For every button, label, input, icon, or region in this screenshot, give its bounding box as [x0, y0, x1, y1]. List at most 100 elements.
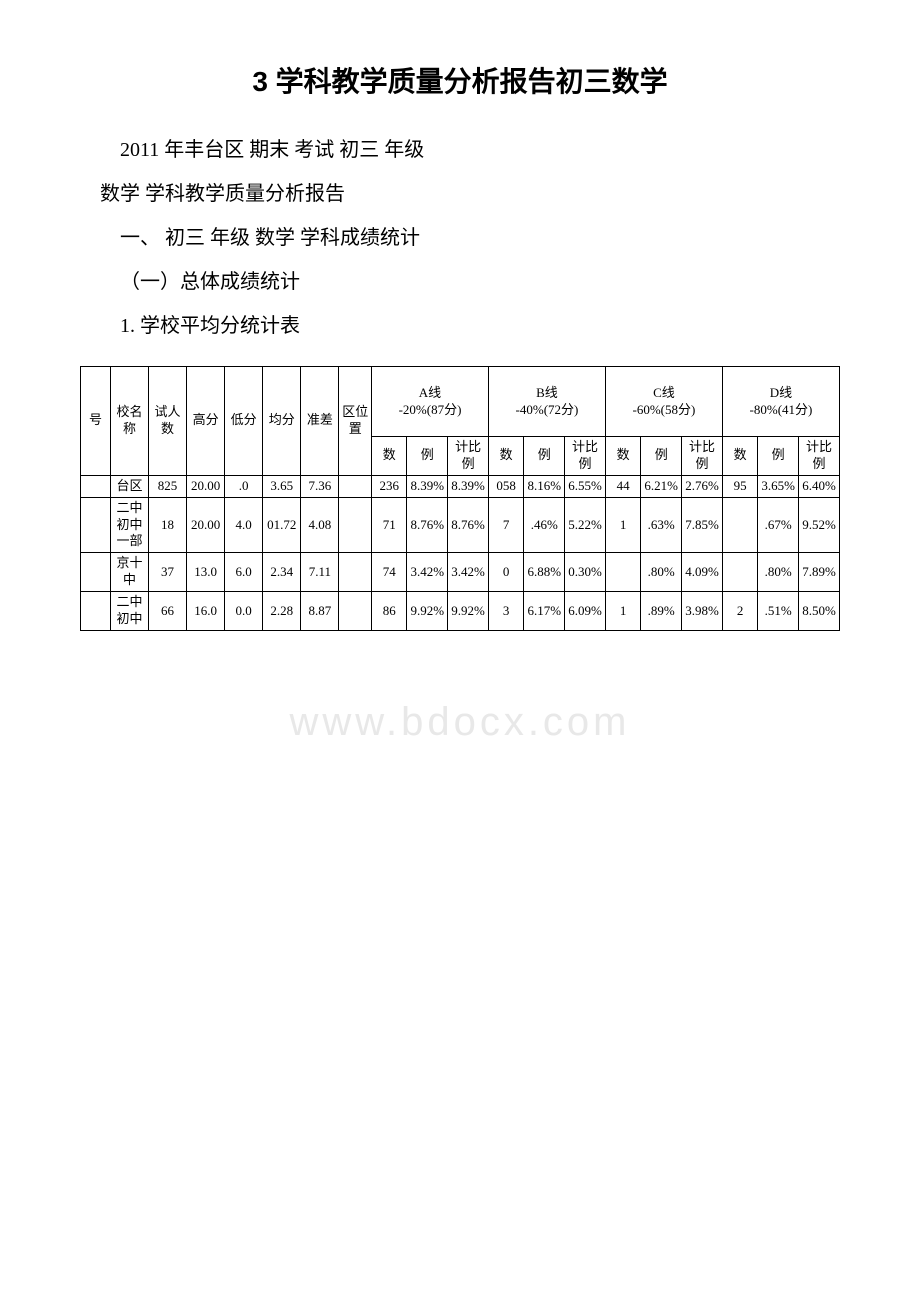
cell-avg: 01.72	[263, 497, 301, 553]
body-line-1: 2011 年丰台区 期末 考试 初三 年级	[80, 130, 840, 170]
cell-rank	[339, 553, 372, 592]
cell-b-cp: 6.09%	[565, 592, 606, 631]
cell-d-cp: 9.52%	[799, 497, 840, 553]
cell-low: .0	[225, 475, 263, 497]
cell-a-p: 8.76%	[407, 497, 448, 553]
cell-a-cp: 8.39%	[448, 475, 489, 497]
header-d-ratio: 例	[758, 437, 799, 476]
cell-b-n: 0	[488, 553, 523, 592]
cell-name: 京十中	[110, 553, 148, 592]
cell-std: 8.87	[301, 592, 339, 631]
cell-b-p: 6.88%	[524, 553, 565, 592]
cell-high: 13.0	[187, 553, 225, 592]
cell-a-n: 74	[372, 553, 407, 592]
cell-avg: 2.34	[263, 553, 301, 592]
cell-c-n: 1	[605, 497, 640, 553]
cell-name: 二中初中	[110, 592, 148, 631]
line-d-sub: -80%(41分)	[750, 402, 813, 417]
header-c-count: 数	[605, 437, 640, 476]
cell-b-n: 7	[488, 497, 523, 553]
header-a-ratio: 例	[407, 437, 448, 476]
header-high: 高分	[187, 367, 225, 476]
cell-c-p: .63%	[641, 497, 682, 553]
header-line-a: A线 -20%(87分)	[372, 367, 489, 437]
cell-b-n: 3	[488, 592, 523, 631]
cell-d-n	[722, 497, 757, 553]
header-std: 准差	[301, 367, 339, 476]
header-line-b: B线 -40%(72分)	[488, 367, 605, 437]
watermark-text: www.bdocx.com	[290, 700, 631, 745]
table-body: 台区 825 20.00 .0 3.65 7.36 236 8.39% 8.39…	[81, 475, 840, 630]
score-table-wrapper: 号 校名称 试人数 高分 低分 均分 准差 区位置 A线 -20%(87分) B…	[80, 366, 840, 631]
cell-d-cp: 8.50%	[799, 592, 840, 631]
cell-c-p: 6.21%	[641, 475, 682, 497]
cell-num	[81, 553, 111, 592]
cell-rank	[339, 475, 372, 497]
cell-name: 台区	[110, 475, 148, 497]
header-line-c: C线 -60%(58分)	[605, 367, 722, 437]
cell-low: 0.0	[225, 592, 263, 631]
cell-name: 二中初中一部	[110, 497, 148, 553]
cell-c-cp: 3.98%	[682, 592, 723, 631]
cell-num	[81, 475, 111, 497]
table-row: 二中初中一部 18 20.00 4.0 01.72 4.08 71 8.76% …	[81, 497, 840, 553]
document-title: 3 学科教学质量分析报告初三数学	[80, 60, 840, 100]
header-b-ratio: 例	[524, 437, 565, 476]
cell-b-n: 058	[488, 475, 523, 497]
cell-num	[81, 497, 111, 553]
header-low: 低分	[225, 367, 263, 476]
cell-a-n: 71	[372, 497, 407, 553]
cell-d-p: .51%	[758, 592, 799, 631]
header-num: 号	[81, 367, 111, 476]
cell-a-p: 9.92%	[407, 592, 448, 631]
cell-a-p: 3.42%	[407, 553, 448, 592]
cell-d-p: 3.65%	[758, 475, 799, 497]
cell-d-n	[722, 553, 757, 592]
cell-a-n: 86	[372, 592, 407, 631]
cell-a-p: 8.39%	[407, 475, 448, 497]
body-line-2: 数学 学科教学质量分析报告	[80, 174, 840, 214]
cell-low: 4.0	[225, 497, 263, 553]
cell-b-p: .46%	[524, 497, 565, 553]
body-line-5: 1. 学校平均分统计表	[80, 306, 840, 346]
cell-c-cp: 2.76%	[682, 475, 723, 497]
cell-c-n: 1	[605, 592, 640, 631]
cell-count: 66	[148, 592, 186, 631]
body-line-3: 一、 初三 年级 数学 学科成绩统计	[80, 218, 840, 258]
header-avg: 均分	[263, 367, 301, 476]
header-b-cum: 计比例	[565, 437, 606, 476]
header-line-d: D线 -80%(41分)	[722, 367, 839, 437]
cell-d-cp: 7.89%	[799, 553, 840, 592]
cell-avg: 2.28	[263, 592, 301, 631]
cell-high: 20.00	[187, 497, 225, 553]
cell-a-cp: 8.76%	[448, 497, 489, 553]
body-line-4: （一）总体成绩统计	[80, 262, 840, 302]
cell-avg: 3.65	[263, 475, 301, 497]
line-b-sub: -40%(72分)	[516, 402, 579, 417]
cell-count: 825	[148, 475, 186, 497]
line-a-sub: -20%(87分)	[399, 402, 462, 417]
cell-c-p: .89%	[641, 592, 682, 631]
header-name: 校名称	[110, 367, 148, 476]
header-a-cum: 计比例	[448, 437, 489, 476]
cell-high: 16.0	[187, 592, 225, 631]
header-a-count: 数	[372, 437, 407, 476]
cell-count: 18	[148, 497, 186, 553]
cell-high: 20.00	[187, 475, 225, 497]
cell-d-p: .67%	[758, 497, 799, 553]
score-table: 号 校名称 试人数 高分 低分 均分 准差 区位置 A线 -20%(87分) B…	[80, 366, 840, 631]
header-count: 试人数	[148, 367, 186, 476]
cell-b-p: 6.17%	[524, 592, 565, 631]
header-rank: 区位置	[339, 367, 372, 476]
line-c-sub: -60%(58分)	[633, 402, 696, 417]
cell-b-cp: 6.55%	[565, 475, 606, 497]
table-row: 京十中 37 13.0 6.0 2.34 7.11 74 3.42% 3.42%…	[81, 553, 840, 592]
line-b-label: B线	[536, 385, 558, 400]
cell-std: 4.08	[301, 497, 339, 553]
cell-num	[81, 592, 111, 631]
cell-b-cp: 0.30%	[565, 553, 606, 592]
cell-d-n: 95	[722, 475, 757, 497]
cell-a-n: 236	[372, 475, 407, 497]
cell-c-n	[605, 553, 640, 592]
cell-rank	[339, 497, 372, 553]
